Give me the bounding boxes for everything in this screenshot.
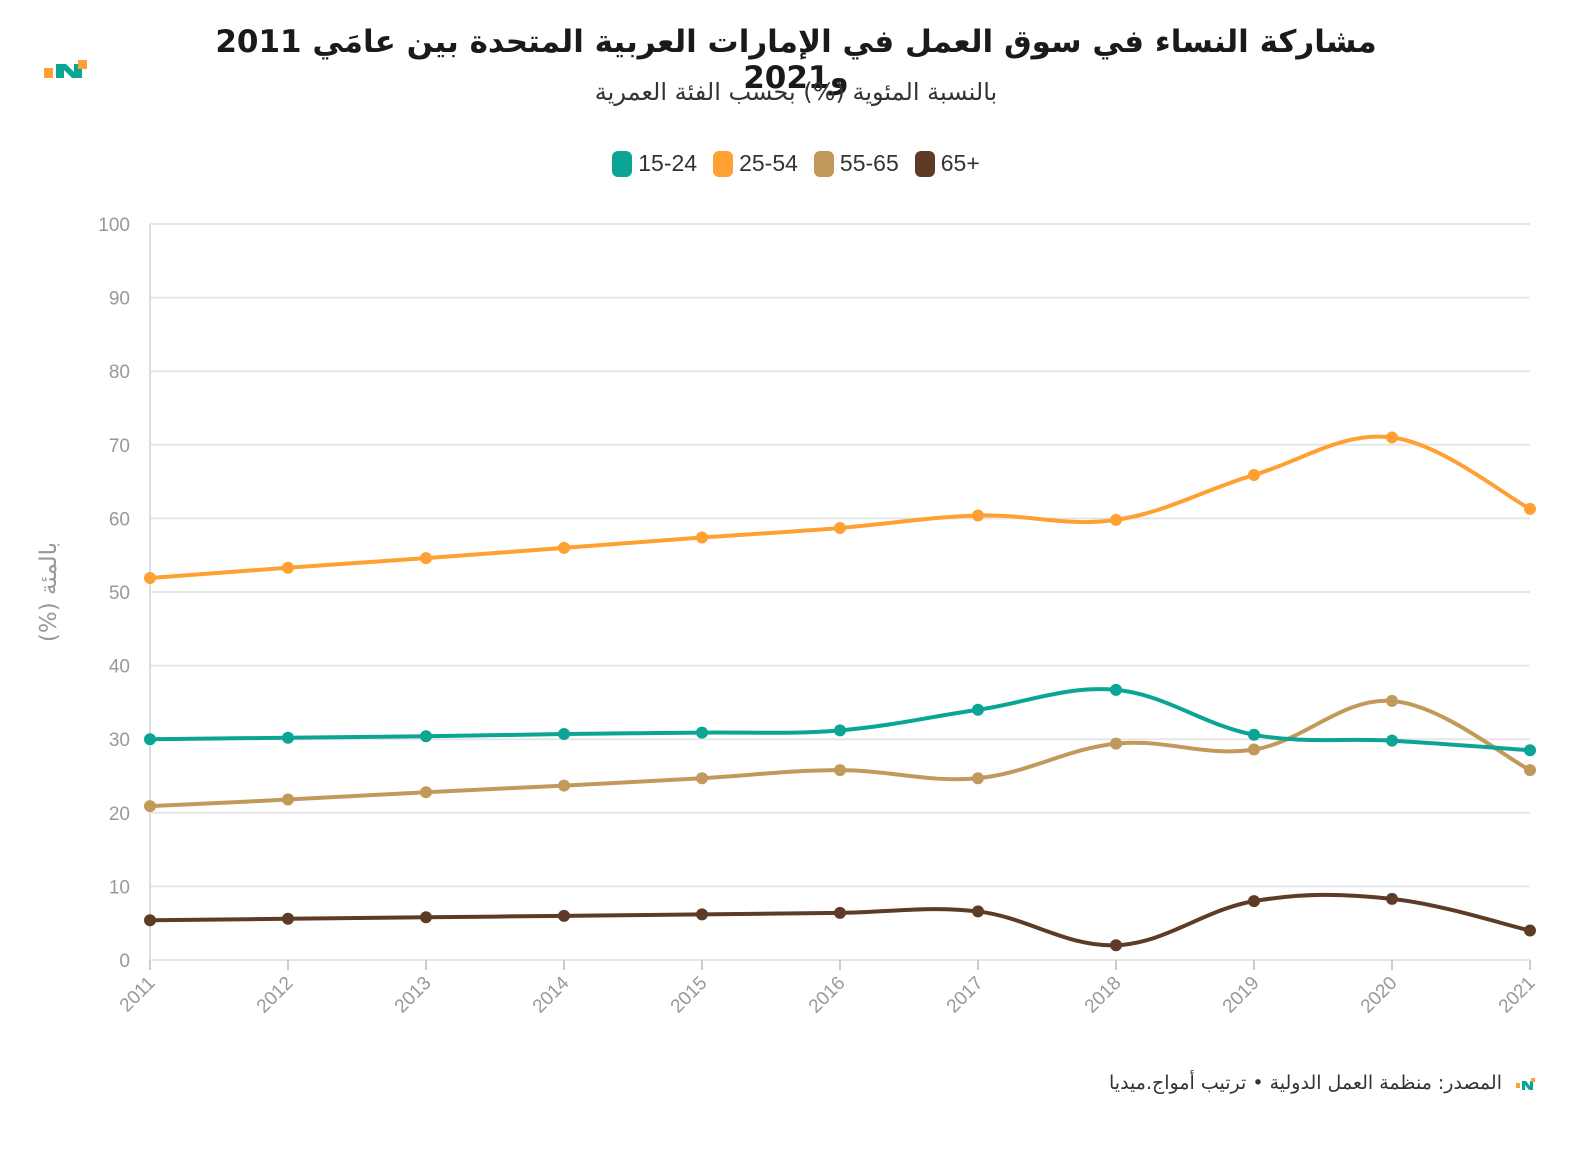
data-point-15-24 <box>1386 734 1398 747</box>
data-point-15-24 <box>834 724 846 737</box>
x-tick-label: 2012 <box>253 973 298 1018</box>
line-chart: 0 10 20 30 40 50 60 70 80 90 100 2011 2012 2013 2014 20… <box>36 215 1540 1018</box>
x-tick-label: 2020 <box>1357 973 1402 1018</box>
y-tick-label: 40 <box>109 657 130 678</box>
data-point-65-plus <box>144 914 156 927</box>
source-note: المصدر: منظمة العمل الدولية • ترتيب أموا… <box>1109 1072 1502 1094</box>
data-point-25-54 <box>558 541 570 554</box>
data-point-25-54 <box>696 531 708 544</box>
data-point-15-24 <box>696 726 708 739</box>
legend-label: 55-65 <box>839 150 899 176</box>
data-point-15-24 <box>1110 683 1122 696</box>
y-tick-label: 80 <box>109 362 130 383</box>
data-point-25-54 <box>972 509 984 522</box>
data-point-25-54 <box>282 561 294 574</box>
data-point-65-plus <box>282 912 294 925</box>
legend-swatch <box>713 150 734 177</box>
y-tick-label: 60 <box>109 509 130 530</box>
legend-item-25-54[interactable]: 25-54 <box>713 150 798 177</box>
data-point-65-plus <box>1524 924 1536 937</box>
x-tick-label: 2017 <box>943 973 988 1018</box>
data-point-15-24 <box>420 730 432 743</box>
data-point-65-plus <box>1110 939 1122 952</box>
x-tick-label: 2018 <box>1081 973 1126 1018</box>
series-line-65-plus <box>148 892 1532 948</box>
data-point-65-plus <box>420 911 432 924</box>
legend-label: 15-24 <box>638 150 698 176</box>
chart-title: مشاركة النساء في سوق العمل في الإمارات ا… <box>215 24 1377 96</box>
data-point-15-24 <box>558 728 570 741</box>
data-point-25-54 <box>1524 502 1536 515</box>
data-point-15-24 <box>1248 728 1260 741</box>
brand-logo-icon <box>44 60 87 78</box>
x-tick-label: 2021 <box>1495 973 1540 1018</box>
legend-swatch <box>612 150 633 177</box>
legend-swatch <box>813 150 834 177</box>
data-point-15-24 <box>282 731 294 744</box>
x-tick-label: 2015 <box>667 973 712 1018</box>
y-axis-title: بالمئة (%) <box>36 542 62 642</box>
legend-item-65-plus[interactable]: 65+ <box>914 150 980 177</box>
y-tick-label: 30 <box>109 730 130 751</box>
data-point-15-24 <box>144 733 156 746</box>
y-tick-label: 90 <box>109 289 130 310</box>
data-point-15-24 <box>1524 744 1536 757</box>
legend-item-15-24[interactable]: 15-24 <box>612 150 697 177</box>
legend-label: 65+ <box>940 150 980 176</box>
data-point-25-54 <box>1248 468 1260 481</box>
data-point-65-plus <box>1248 895 1260 908</box>
legend-item-55-65[interactable]: 55-65 <box>813 150 899 177</box>
data-point-65-plus <box>696 908 708 921</box>
data-point-65-plus <box>834 906 846 919</box>
legend-swatch <box>914 150 935 177</box>
data-point-25-54 <box>1110 513 1122 526</box>
chart-subtitle: بالنسبة المئوية (%) بحسب الفئة العمرية <box>594 78 998 106</box>
data-point-55-65 <box>834 764 846 777</box>
y-tick-label: 100 <box>98 215 130 236</box>
y-tick-label: 20 <box>109 804 130 825</box>
data-point-25-54 <box>144 572 156 585</box>
data-point-65-plus <box>1386 892 1398 905</box>
y-tick-label: 10 <box>109 877 130 898</box>
y-tick-label: 0 <box>119 951 130 972</box>
series-line-55-65 <box>148 698 1532 809</box>
data-point-55-65 <box>1524 764 1536 777</box>
data-point-55-65 <box>282 793 294 806</box>
x-tick-label: 2016 <box>805 973 850 1018</box>
data-point-55-65 <box>972 772 984 785</box>
data-point-55-65 <box>696 772 708 785</box>
data-point-55-65 <box>420 786 432 799</box>
x-tick-label: 2013 <box>391 973 436 1018</box>
data-point-25-54 <box>1386 431 1398 444</box>
data-point-15-24 <box>972 703 984 716</box>
series-line-25-54 <box>148 434 1532 581</box>
data-point-25-54 <box>834 521 846 534</box>
data-point-55-65 <box>558 779 570 792</box>
data-point-55-65 <box>1248 743 1260 756</box>
y-tick-label: 50 <box>109 583 130 604</box>
data-point-65-plus <box>972 905 984 918</box>
brand-logo-small-icon <box>1516 1078 1535 1090</box>
chart-legend: 15-24 25-54 55-65 65+ <box>0 150 1592 177</box>
legend-label: 25-54 <box>739 150 798 176</box>
y-tick-label: 70 <box>109 436 130 457</box>
data-point-55-65 <box>1386 694 1398 707</box>
x-tick-label: 2019 <box>1219 973 1264 1018</box>
x-tick-label: 2011 <box>116 973 160 1017</box>
x-tick-label: 2014 <box>529 972 574 1017</box>
data-point-65-plus <box>558 909 570 922</box>
data-point-55-65 <box>1110 737 1122 750</box>
data-point-25-54 <box>420 552 432 565</box>
data-point-55-65 <box>144 800 156 813</box>
